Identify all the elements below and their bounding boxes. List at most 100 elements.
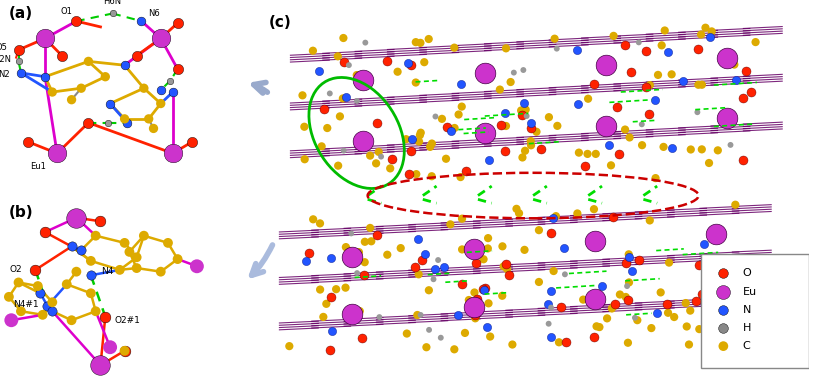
Point xyxy=(38,229,51,235)
Point xyxy=(484,334,497,340)
Point xyxy=(104,100,117,107)
Point xyxy=(502,272,516,278)
Point xyxy=(84,272,97,278)
Point xyxy=(413,132,426,138)
Point xyxy=(364,225,377,231)
Point xyxy=(411,235,424,242)
Point xyxy=(660,301,673,307)
Point xyxy=(162,240,175,246)
Point xyxy=(600,62,613,68)
Point xyxy=(325,328,338,334)
Point xyxy=(525,138,538,144)
Point xyxy=(544,334,557,341)
Point xyxy=(154,35,167,41)
Point xyxy=(577,296,590,303)
Point xyxy=(51,150,64,156)
Point xyxy=(717,343,730,349)
Point xyxy=(384,165,397,172)
Point xyxy=(596,282,609,289)
Point xyxy=(99,314,112,320)
Point xyxy=(69,18,83,24)
Point xyxy=(467,246,480,252)
Point xyxy=(89,233,102,239)
Point xyxy=(622,297,635,303)
Point xyxy=(708,262,721,268)
Point xyxy=(38,74,51,80)
Point xyxy=(691,46,704,52)
Point xyxy=(730,77,743,83)
Point xyxy=(357,138,370,144)
Point xyxy=(588,296,601,302)
Point xyxy=(339,244,352,250)
Point xyxy=(645,325,658,331)
Point xyxy=(467,303,480,310)
Point xyxy=(501,266,514,272)
Point xyxy=(712,342,725,348)
Point xyxy=(65,243,78,249)
Point xyxy=(570,47,583,54)
Point xyxy=(498,110,511,116)
Point xyxy=(422,327,435,333)
Point xyxy=(504,79,517,85)
Point xyxy=(542,301,555,308)
Point xyxy=(435,335,448,341)
Point xyxy=(355,335,368,341)
Point xyxy=(154,87,167,93)
Point xyxy=(696,291,709,298)
Point xyxy=(643,217,656,224)
Point xyxy=(744,89,757,95)
Point xyxy=(729,202,742,208)
Point xyxy=(426,140,439,147)
Point xyxy=(402,170,415,177)
Point xyxy=(724,142,737,148)
Text: H2N: H2N xyxy=(0,55,11,64)
Point xyxy=(422,36,435,42)
Point xyxy=(374,154,387,160)
Point xyxy=(459,168,472,174)
Point xyxy=(337,59,350,65)
Point xyxy=(717,289,730,295)
Text: C: C xyxy=(743,341,750,351)
Point xyxy=(314,220,327,226)
Point xyxy=(359,134,372,140)
Point xyxy=(530,129,543,135)
Point xyxy=(621,283,634,289)
Point xyxy=(373,149,386,155)
Point xyxy=(655,42,668,48)
Point xyxy=(623,279,636,285)
Point xyxy=(703,34,717,40)
Point xyxy=(525,142,538,149)
Point xyxy=(499,45,512,52)
Point xyxy=(411,312,424,318)
Point xyxy=(118,240,131,246)
Point xyxy=(558,245,571,251)
Point xyxy=(324,255,337,261)
Text: H6N: H6N xyxy=(104,0,122,7)
Point xyxy=(106,10,119,16)
Point xyxy=(581,151,594,157)
Point xyxy=(329,286,342,292)
Point xyxy=(703,160,716,166)
Point xyxy=(589,151,602,157)
Point xyxy=(448,45,461,51)
Point xyxy=(324,294,337,301)
Point xyxy=(12,58,25,65)
Text: (a): (a) xyxy=(9,6,33,21)
Point xyxy=(547,268,560,274)
Point xyxy=(400,136,413,142)
Point xyxy=(431,257,444,263)
Point xyxy=(101,120,114,126)
Point xyxy=(628,315,641,321)
Point xyxy=(525,125,538,131)
Point xyxy=(69,215,83,221)
Text: H: H xyxy=(743,323,751,333)
Point xyxy=(605,305,618,312)
Point xyxy=(429,266,442,273)
Point xyxy=(452,111,465,118)
Point xyxy=(130,52,143,59)
Point xyxy=(319,301,333,307)
Point xyxy=(358,272,371,278)
Point xyxy=(346,311,359,317)
Point xyxy=(350,72,364,78)
Point xyxy=(682,341,695,348)
